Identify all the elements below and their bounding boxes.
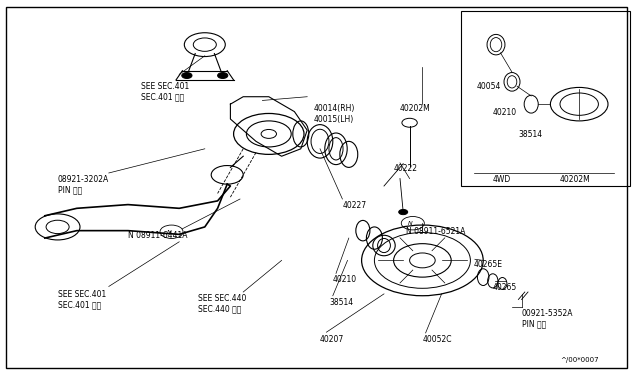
Text: 40052C: 40052C [422,335,452,344]
Text: N 08911-6521A: N 08911-6521A [406,227,466,236]
Text: 40202M: 40202M [560,175,591,184]
Circle shape [218,73,228,78]
Text: SEE SEC.401
SEC.401 参照: SEE SEC.401 SEC.401 参照 [58,290,106,310]
Text: 40222: 40222 [394,164,418,173]
Text: 40207: 40207 [320,335,344,344]
Text: N: N [166,230,172,235]
Text: ^/00*0007: ^/00*0007 [560,357,598,363]
Text: 4WD: 4WD [493,175,511,184]
Circle shape [182,73,192,78]
Text: 40054: 40054 [477,82,501,91]
Text: N 08911-6441A: N 08911-6441A [128,231,188,240]
Text: 38514: 38514 [330,298,354,307]
Bar [461,11,630,186]
Text: 40014(RH)
40015(LH): 40014(RH) 40015(LH) [314,104,355,124]
Text: N: N [408,221,413,226]
Circle shape [399,209,408,215]
Text: 40210: 40210 [493,108,517,117]
Text: 40265: 40265 [493,283,517,292]
Text: 40227: 40227 [342,201,367,210]
Text: 40202M: 40202M [400,104,431,113]
Text: 08921-3202A
PIN ピン: 08921-3202A PIN ピン [58,175,109,194]
Text: SEE SEC.440
SEC.440 参照: SEE SEC.440 SEC.440 参照 [198,294,247,313]
Text: 00921-5352A
PIN ピン: 00921-5352A PIN ピン [522,309,573,328]
Text: SEE SEC.401
SEC.401 参照: SEE SEC.401 SEC.401 参照 [141,82,189,101]
Text: 38514: 38514 [518,130,543,139]
Text: 40265E: 40265E [474,260,502,269]
Text: 40210: 40210 [333,275,357,284]
